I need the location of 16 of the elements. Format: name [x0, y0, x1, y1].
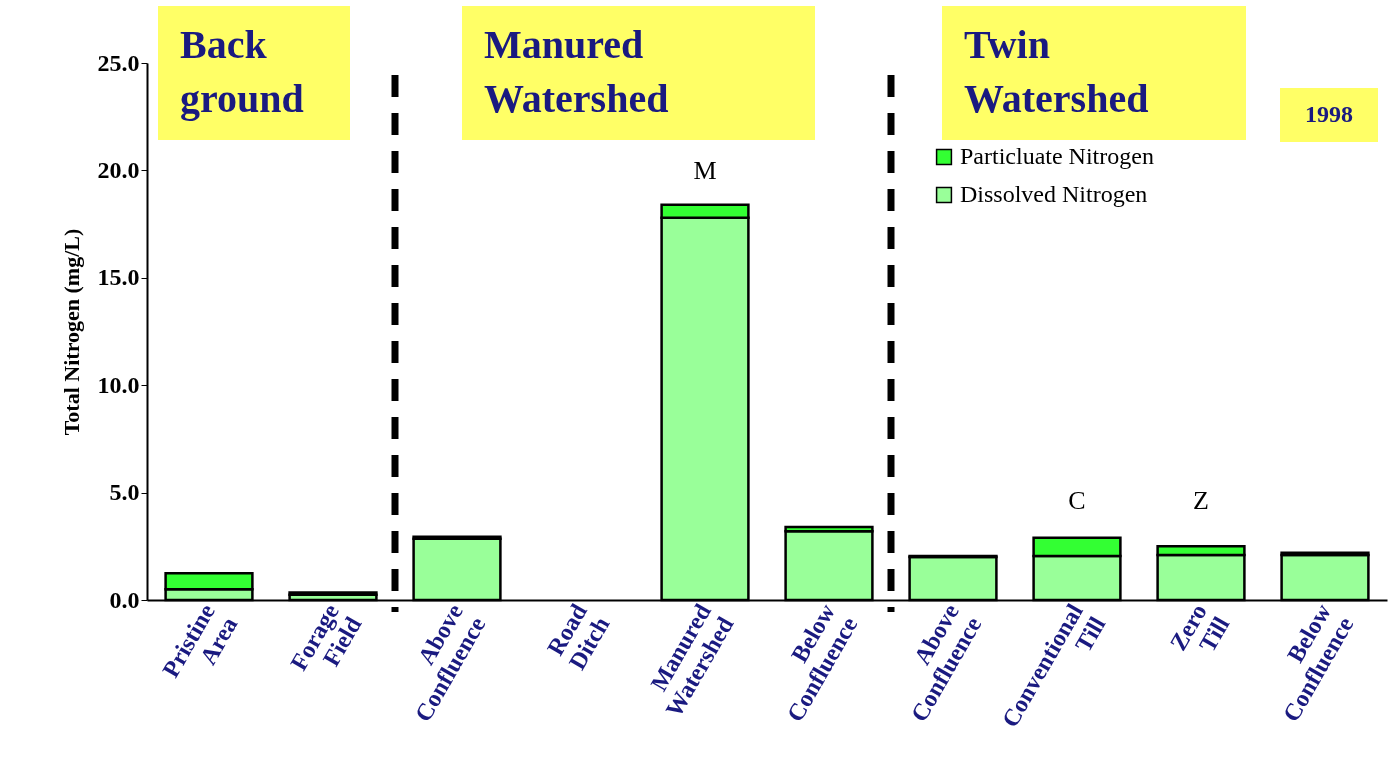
annotation: Manured Watershed: [484, 22, 669, 121]
legend-label: Particluate Nitrogen: [960, 143, 1154, 169]
annotation: 1998: [1305, 101, 1353, 127]
annotation: M: [693, 156, 717, 185]
legend-label: Dissolved Nitrogen: [960, 181, 1148, 207]
y-tick-label: 15.0: [97, 264, 140, 291]
y-axis-title: Total Nitrogen (mg/L): [58, 228, 84, 436]
annotation: Twin Watershed: [964, 22, 1149, 121]
annotation: Z: [1193, 486, 1209, 515]
annotation: C: [1068, 486, 1086, 515]
y-tick-label: 20.0: [97, 156, 140, 183]
y-tick-label: 25.0: [97, 49, 140, 76]
annotation: Back ground: [180, 22, 304, 121]
y-tick-label: 10.0: [97, 371, 140, 398]
y-tick-label: 5.0: [109, 479, 140, 506]
y-tick-label: 0.0: [109, 586, 140, 613]
